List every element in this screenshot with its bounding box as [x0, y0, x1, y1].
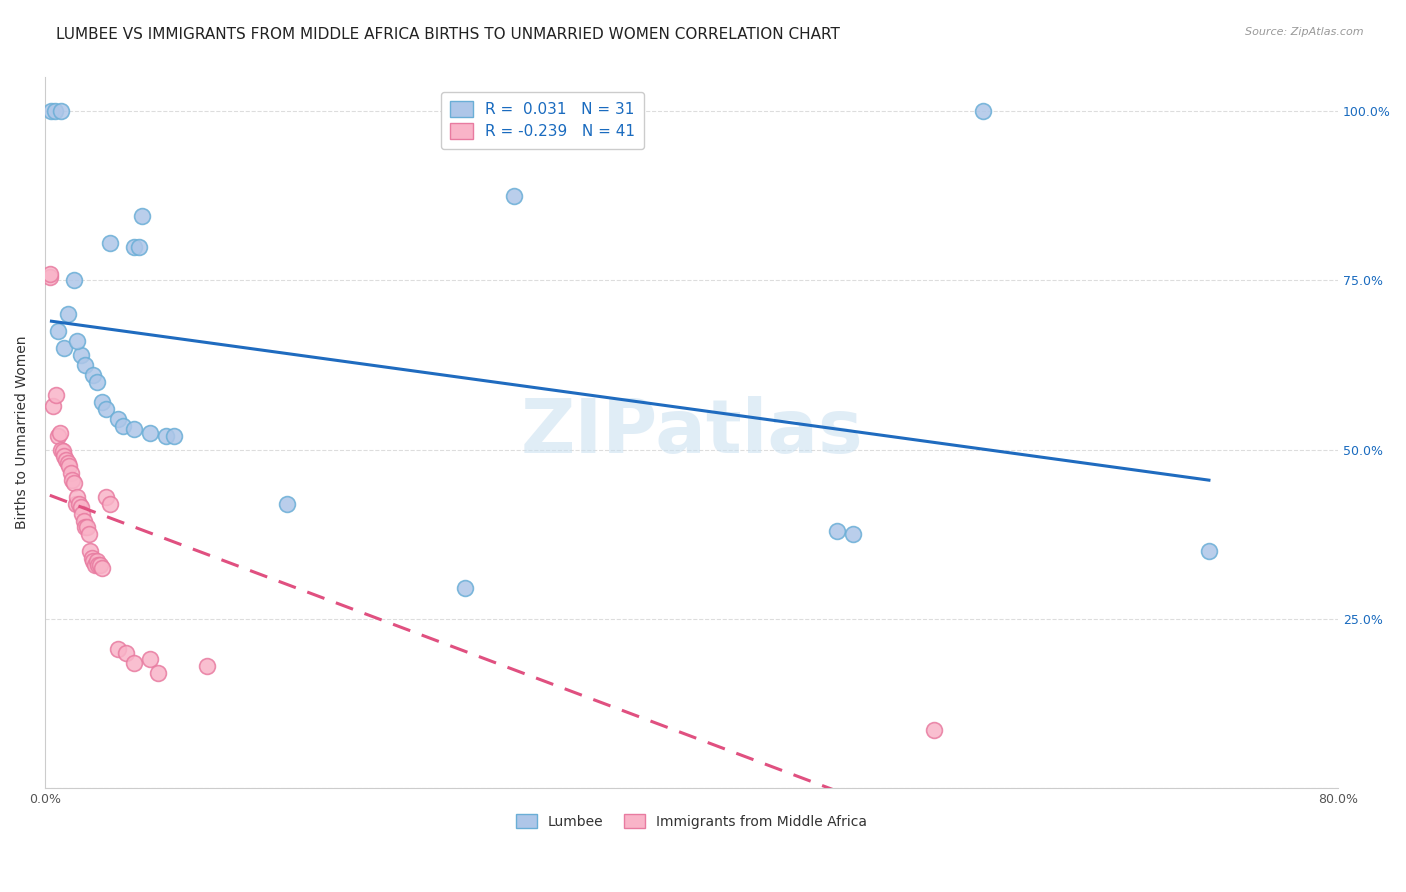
Y-axis label: Births to Unmarried Women: Births to Unmarried Women	[15, 336, 30, 529]
Point	[82, 368, 104, 383]
Point	[842, 527, 865, 541]
Point	[55, 452, 77, 467]
Point	[63, 476, 86, 491]
Point	[276, 497, 298, 511]
Point	[48, 425, 70, 440]
Point	[1198, 544, 1220, 558]
Point	[62, 473, 84, 487]
Text: LUMBEE VS IMMIGRANTS FROM MIDDLE AFRICA BIRTHS TO UNMARRIED WOMEN CORRELATION CH: LUMBEE VS IMMIGRANTS FROM MIDDLE AFRICA …	[56, 27, 841, 42]
Point	[58, 459, 80, 474]
Point	[163, 429, 186, 443]
Point	[38, 270, 60, 285]
Point	[87, 558, 110, 572]
Point	[46, 429, 69, 443]
Point	[75, 358, 97, 372]
Point	[107, 642, 129, 657]
Point	[454, 581, 477, 595]
Point	[46, 324, 69, 338]
Point	[89, 558, 111, 572]
Point	[82, 554, 104, 568]
Point	[52, 443, 75, 458]
Point	[70, 507, 93, 521]
Point	[53, 450, 76, 464]
Point	[41, 104, 63, 119]
Point	[66, 334, 89, 349]
Point	[53, 341, 76, 355]
Point	[139, 652, 162, 666]
Point	[59, 467, 82, 481]
Point	[49, 104, 72, 119]
Point	[90, 395, 112, 409]
Point	[146, 665, 169, 680]
Point	[76, 520, 98, 534]
Point	[69, 348, 91, 362]
Point	[73, 514, 96, 528]
Point	[45, 388, 67, 402]
Point	[107, 412, 129, 426]
Point	[122, 239, 145, 253]
Point	[922, 723, 945, 738]
Point	[122, 422, 145, 436]
Point	[56, 456, 79, 470]
Text: ZIPatlas: ZIPatlas	[520, 396, 863, 469]
Point	[49, 442, 72, 457]
Point	[79, 544, 101, 558]
Point	[972, 104, 994, 119]
Point	[114, 646, 136, 660]
Point	[90, 561, 112, 575]
Point	[128, 239, 150, 253]
Point	[86, 375, 108, 389]
Point	[56, 307, 79, 321]
Point	[155, 429, 177, 443]
Point	[131, 209, 153, 223]
Point	[98, 236, 121, 251]
Text: Source: ZipAtlas.com: Source: ZipAtlas.com	[1246, 27, 1364, 37]
Point	[63, 273, 86, 287]
Point	[86, 554, 108, 568]
Point	[66, 490, 89, 504]
Point	[67, 497, 90, 511]
Point	[75, 520, 97, 534]
Point	[96, 490, 118, 504]
Point	[84, 558, 107, 572]
Point	[69, 500, 91, 514]
Point	[825, 524, 848, 538]
Point	[195, 659, 218, 673]
Point	[98, 497, 121, 511]
Point	[111, 418, 134, 433]
Point	[502, 189, 524, 203]
Point	[44, 104, 66, 119]
Point	[77, 527, 100, 541]
Point	[122, 656, 145, 670]
Point	[65, 497, 87, 511]
Point	[38, 267, 60, 281]
Point	[139, 425, 162, 440]
Point	[42, 399, 65, 413]
Legend: Lumbee, Immigrants from Middle Africa: Lumbee, Immigrants from Middle Africa	[510, 808, 873, 834]
Point	[96, 401, 118, 416]
Point	[80, 550, 103, 565]
